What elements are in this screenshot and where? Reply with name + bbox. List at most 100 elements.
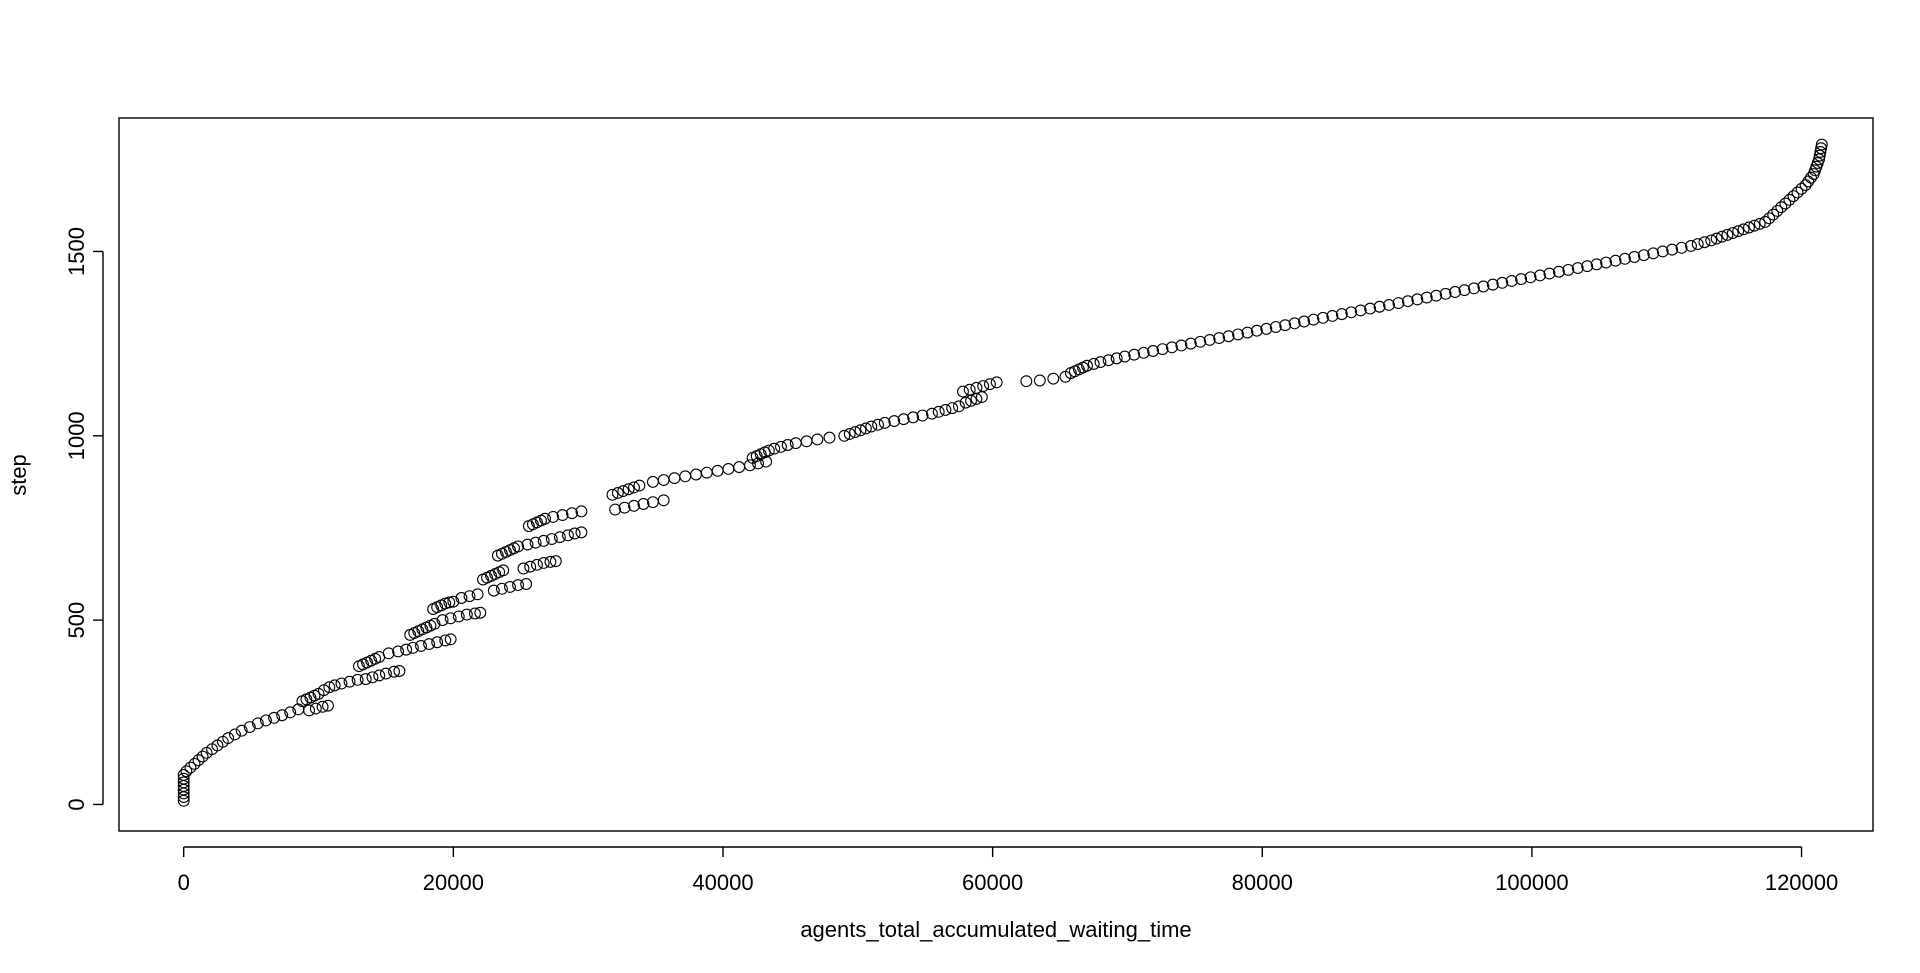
data-point — [276, 709, 289, 722]
data-point — [781, 439, 794, 451]
data-point — [932, 405, 945, 418]
data-point — [431, 636, 444, 649]
data-point — [1269, 321, 1282, 333]
data-point — [309, 702, 322, 715]
data-point — [878, 416, 891, 429]
data-point — [1787, 190, 1800, 203]
data-point — [366, 671, 379, 684]
data-point — [487, 584, 500, 597]
data-point — [959, 396, 972, 409]
data-point — [177, 776, 190, 789]
data-point — [1524, 271, 1537, 284]
data-point — [343, 675, 356, 688]
data-point — [1534, 269, 1546, 282]
data-point — [946, 402, 959, 415]
data-point — [637, 498, 650, 510]
data-point — [1184, 337, 1197, 350]
data-point — [1726, 227, 1739, 239]
data-point — [460, 608, 473, 621]
data-point — [963, 383, 976, 396]
data-point — [622, 483, 635, 496]
data-point — [977, 380, 990, 392]
data-point — [268, 711, 280, 724]
data-point — [545, 533, 558, 545]
x-axis-label: agents_total_accumulated_waiting_time — [800, 917, 1191, 942]
data-point — [1691, 238, 1704, 251]
data-point — [1087, 357, 1100, 370]
data-point — [1118, 350, 1131, 363]
data-point — [823, 431, 836, 444]
y-axis: 0 500 1000 1500 — [64, 227, 104, 811]
x-tick-label: 80000 — [1232, 870, 1293, 895]
data-point — [1721, 228, 1734, 241]
data-point — [1571, 262, 1584, 274]
data-point — [1364, 302, 1377, 315]
data-point — [1647, 247, 1660, 260]
data-point — [393, 665, 406, 677]
data-point — [1710, 232, 1723, 245]
data-point — [1775, 201, 1788, 214]
data-point — [188, 757, 201, 770]
data-point — [1802, 175, 1815, 188]
data-point — [1345, 306, 1358, 319]
y-tick-label: 1500 — [64, 227, 89, 276]
data-point — [1401, 295, 1414, 308]
data-point — [388, 665, 400, 678]
data-point — [1515, 273, 1528, 286]
x-tick-label: 100000 — [1495, 870, 1568, 895]
data-point — [463, 590, 476, 603]
data-point — [180, 765, 193, 778]
data-point — [184, 761, 197, 774]
data-point — [400, 643, 413, 656]
data-point — [436, 614, 449, 627]
y-tick-label: 1000 — [64, 411, 89, 460]
data-point — [1716, 230, 1728, 243]
data-point — [1783, 193, 1796, 206]
data-point — [1705, 234, 1718, 247]
data-point — [1102, 354, 1115, 367]
data-point — [471, 588, 484, 601]
data-point — [1213, 332, 1226, 345]
data-point — [529, 536, 542, 549]
data-point — [1439, 287, 1452, 300]
data-point — [1628, 251, 1641, 263]
data-point — [406, 641, 419, 654]
data-point — [1753, 217, 1766, 230]
data-point — [495, 582, 508, 595]
data-point — [1813, 149, 1826, 162]
data-point — [452, 610, 465, 623]
data-point — [537, 534, 550, 547]
data-point — [618, 501, 631, 514]
data-point — [575, 505, 588, 518]
data-point — [1795, 182, 1808, 195]
data-point — [524, 560, 537, 573]
data-point — [521, 538, 534, 551]
data-point — [1203, 333, 1216, 346]
data-point — [1147, 345, 1160, 357]
data-point — [379, 667, 392, 680]
data-point — [849, 426, 862, 439]
data-point — [1675, 241, 1688, 254]
data-point — [497, 564, 510, 577]
data-point — [1609, 254, 1622, 267]
data-point — [1279, 319, 1292, 332]
data-point — [1373, 300, 1386, 313]
data-point — [1767, 208, 1780, 221]
data-point — [1732, 225, 1745, 238]
data-point — [517, 562, 530, 575]
data-point — [1081, 359, 1093, 372]
data-point — [284, 706, 297, 719]
data-point — [907, 411, 920, 424]
data-point — [1307, 313, 1320, 326]
data-point — [752, 457, 764, 470]
data-point — [530, 558, 543, 571]
plot-frame — [118, 117, 1874, 832]
data-point — [916, 409, 929, 422]
data-point — [1298, 315, 1311, 328]
data-point — [789, 437, 802, 450]
data-point — [1771, 204, 1784, 217]
data-point — [177, 769, 190, 781]
data-point — [628, 481, 640, 494]
x-axis: 0 20000 40000 60000 80000 100000 120000 — [178, 846, 1838, 895]
data-point — [392, 645, 405, 658]
